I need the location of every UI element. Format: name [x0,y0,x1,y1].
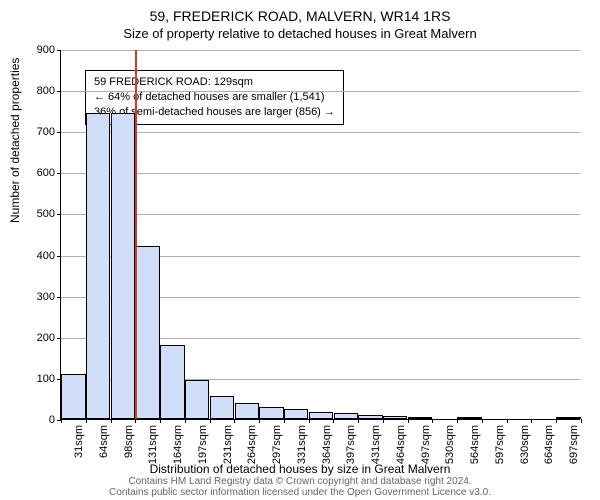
xtick-mark [86,419,87,423]
histogram-bar [235,403,259,419]
histogram-bar [210,396,234,419]
gridline [61,91,580,92]
xtick-label: 64sqm [98,425,110,465]
histogram-bar [136,246,160,419]
xtick-mark [581,419,582,423]
xtick-mark [210,419,211,423]
histogram-bar [309,412,333,419]
xtick-label: 231sqm [222,425,234,465]
xtick-mark [358,419,359,423]
histogram-bar [86,113,110,419]
histogram-bar [185,380,209,419]
xtick-mark [482,419,483,423]
ytick-label: 800 [37,85,61,97]
ytick-label: 600 [37,167,61,179]
property-marker-line [135,50,137,419]
ytick-label: 500 [37,208,61,220]
x-axis-label: Distribution of detached houses by size … [0,462,600,476]
xtick-mark [383,419,384,423]
xtick-mark [556,419,557,423]
xtick-label: 431sqm [370,425,382,465]
chart-container: 59, FREDERICK ROAD, MALVERN, WR14 1RS Si… [0,0,600,500]
xtick-label: 497sqm [420,425,432,465]
xtick-label: 197sqm [197,425,209,465]
xtick-mark [457,419,458,423]
histogram-bar [160,345,184,419]
ytick-label: 300 [37,291,61,303]
histogram-bar [408,417,432,419]
xtick-mark [432,419,433,423]
ytick-label: 100 [37,373,61,385]
gridline [61,214,580,215]
xtick-label: 530sqm [444,425,456,465]
plot-area: 59 FREDERICK ROAD: 129sqm← 64% of detach… [60,50,580,420]
xtick-label: 364sqm [321,425,333,465]
xtick-label: 597sqm [494,425,506,465]
histogram-bar [259,407,283,419]
xtick-mark [259,419,260,423]
xtick-mark [185,419,186,423]
xtick-label: 297sqm [271,425,283,465]
y-axis-label: Number of detached properties [8,58,22,223]
histogram-bar [61,374,85,419]
histogram-bar [383,416,407,419]
xtick-mark [135,419,136,423]
histogram-bar [556,417,580,419]
title-main: 59, FREDERICK ROAD, MALVERN, WR14 1RS [0,8,600,24]
histogram-bar [457,417,481,419]
xtick-mark [333,419,334,423]
xtick-mark [234,419,235,423]
ytick-label: 400 [37,250,61,262]
xtick-label: 31sqm [73,425,85,465]
xtick-label: 264sqm [246,425,258,465]
gridline [61,50,580,51]
ytick-label: 0 [49,414,61,426]
xtick-mark [408,419,409,423]
histogram-bar [284,409,308,419]
annotation-line: 59 FREDERICK ROAD: 129sqm [94,75,335,90]
xtick-label: 331sqm [296,425,308,465]
xtick-mark [160,419,161,423]
xtick-mark [61,419,62,423]
gridline [61,173,580,174]
xtick-mark [284,419,285,423]
xtick-label: 464sqm [395,425,407,465]
xtick-mark [111,419,112,423]
xtick-label: 564sqm [469,425,481,465]
histogram-bar [111,113,135,419]
ytick-label: 700 [37,126,61,138]
xtick-label: 397sqm [345,425,357,465]
ytick-label: 200 [37,332,61,344]
xtick-label: 697sqm [568,425,580,465]
title-sub: Size of property relative to detached ho… [0,26,600,41]
xtick-label: 164sqm [172,425,184,465]
xtick-label: 131sqm [147,425,159,465]
histogram-bar [334,413,358,419]
xtick-label: 664sqm [543,425,555,465]
footnote: Contains HM Land Registry data © Crown c… [0,476,600,498]
footnote-line-2: Contains public sector information licen… [0,487,600,498]
xtick-mark [309,419,310,423]
histogram-bar [358,415,382,419]
xtick-label: 98sqm [123,425,135,465]
footnote-line-1: Contains HM Land Registry data © Crown c… [0,476,600,487]
gridline [61,132,580,133]
xtick-mark [531,419,532,423]
ytick-label: 900 [37,44,61,56]
xtick-label: 630sqm [519,425,531,465]
xtick-mark [507,419,508,423]
